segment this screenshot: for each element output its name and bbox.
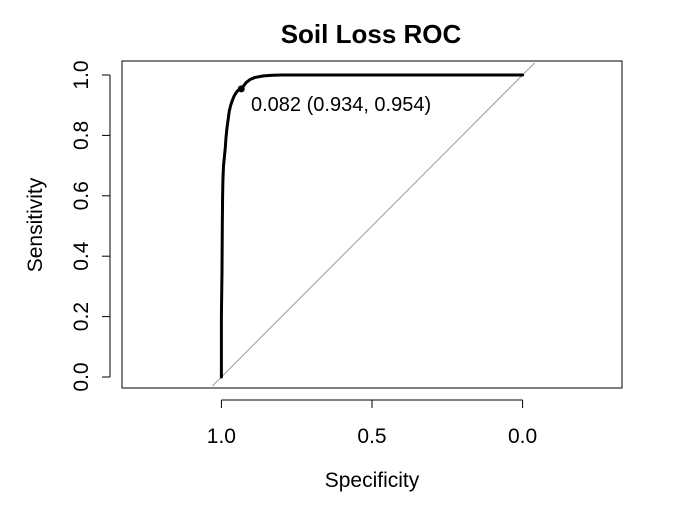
threshold-point: [237, 85, 245, 93]
roc-curve: [219, 73, 525, 379]
threshold-annotation: 0.082 (0.934, 0.954): [251, 94, 431, 116]
y-tick-label: 0.8: [70, 121, 93, 150]
chart-title: Soil Loss ROC: [281, 19, 462, 49]
y-axis: 0.0 0.2 0.4 0.6 0.8 1.0: [70, 60, 111, 392]
x-axis-label: Specificity: [325, 469, 420, 492]
plot-frame: [121, 60, 623, 389]
y-tick-label: 0.6: [70, 181, 93, 210]
y-tick-label: 0.2: [70, 302, 93, 331]
y-tick-label: 1.0: [70, 60, 93, 89]
point-layer: [237, 85, 245, 93]
series-layer: [219, 73, 525, 379]
y-tick-label: 0.4: [70, 241, 93, 271]
reference-line: [212, 62, 536, 387]
y-tick-label: 0.0: [70, 362, 93, 391]
x-tick-label: 1.0: [207, 425, 236, 448]
reference-line-layer: [212, 62, 536, 387]
y-axis-label: Sensitivity: [24, 177, 47, 272]
x-axis: 1.0 0.5 0.0: [207, 399, 537, 448]
x-tick-label: 0.0: [508, 425, 537, 448]
x-tick-label: 0.5: [357, 425, 386, 448]
